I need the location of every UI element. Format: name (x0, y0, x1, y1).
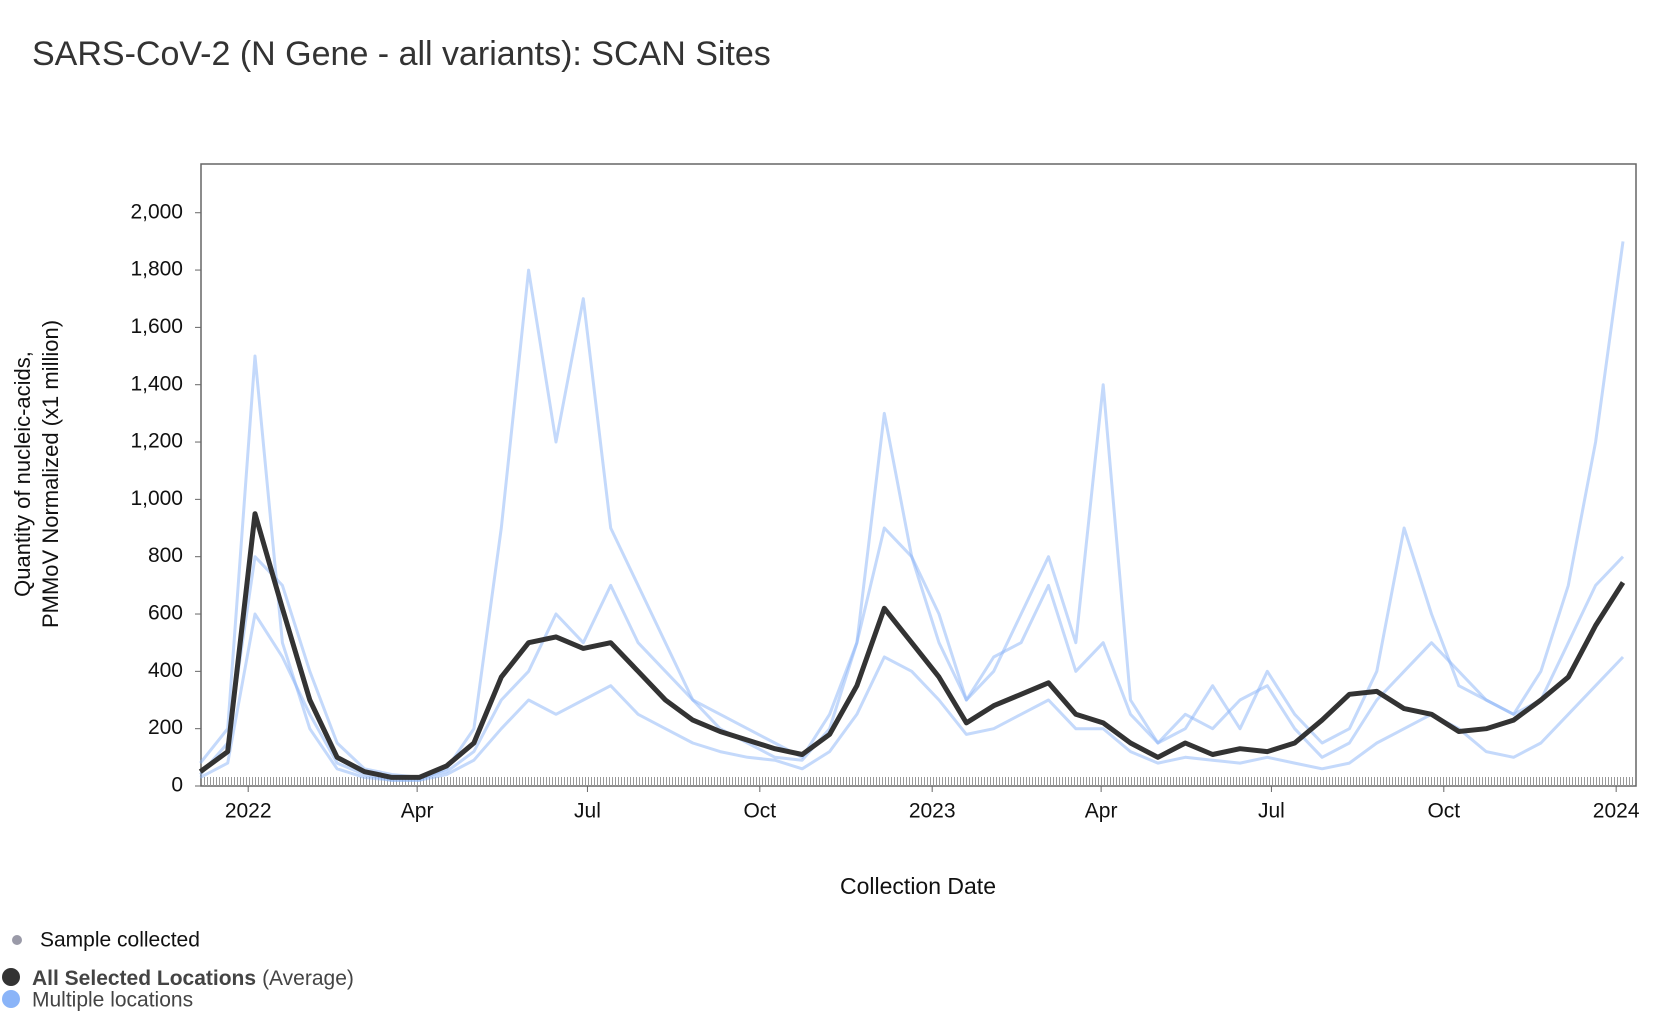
x-tick-label: Oct (1427, 800, 1460, 823)
y-tick-label: 0 (171, 774, 183, 797)
location-line (199, 241, 1625, 782)
x-tick-label: Jul (574, 800, 601, 823)
y-tick-label: 200 (148, 716, 183, 739)
y-axis-label-line: Quantity of nucleic-acids, (10, 351, 35, 597)
y-tick-label: 1,200 (130, 430, 183, 453)
legend-qualifier: (Average) (262, 967, 354, 990)
x-tick-label: 2023 (909, 800, 956, 823)
x-tick-label: Apr (401, 800, 434, 823)
y-axis-label-line: PMMoV Normalized (x1 million) (38, 320, 63, 628)
y-tick-label: 1,400 (130, 372, 183, 395)
y-tick-label: 600 (148, 602, 183, 625)
legend-swatch (2, 990, 20, 1008)
y-tick-label: 400 (148, 659, 183, 682)
y-tick-label: 1,800 (130, 258, 183, 281)
x-tick-label: 2024 (1593, 800, 1640, 823)
average-line (198, 511, 1626, 780)
legend-swatch (2, 968, 20, 986)
legend-label: Sample collected (40, 929, 200, 952)
legend-label: Multiple locations (32, 989, 193, 1012)
y-tick-label: 1,600 (130, 315, 183, 338)
plot-frame (200, 163, 1637, 787)
y-axis-label: Quantity of nucleic-acids, PMMoV Normali… (10, 320, 63, 628)
legend-swatch (12, 935, 22, 945)
location-line (199, 612, 1625, 782)
x-axis-label: Collection Date (840, 873, 996, 899)
sample-markers (202, 777, 1635, 786)
x-tick-label: 2022 (225, 800, 272, 823)
chart-title: SARS-CoV-2 (N Gene - all variants): SCAN… (32, 35, 771, 73)
y-tick-label: 800 (148, 544, 183, 567)
x-tick-label: Jul (1258, 800, 1285, 823)
location-line (199, 526, 1625, 779)
legend-label: All Selected Locations (Average) (32, 967, 354, 990)
x-tick-label: Oct (743, 800, 776, 823)
y-tick-label: 2,000 (130, 200, 183, 223)
y-tick-label: 1,000 (130, 487, 183, 510)
x-tick-label: Apr (1085, 800, 1118, 823)
legend-series-name: All Selected Locations (32, 967, 256, 990)
